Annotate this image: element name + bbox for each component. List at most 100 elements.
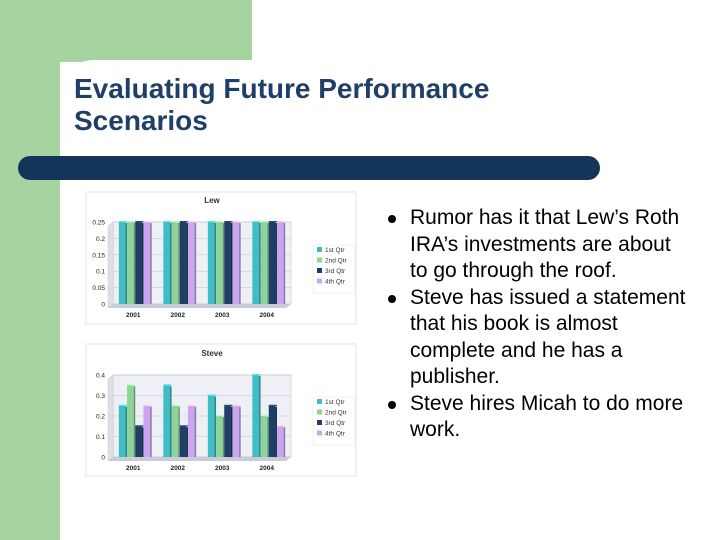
y-tick-label: 0.15 (92, 252, 105, 259)
bar-top (118, 221, 128, 223)
background-green-left (0, 0, 60, 540)
bullet-item: Steve hires Micah to do more work. (386, 391, 686, 444)
bar-top (171, 404, 180, 406)
bar (252, 375, 260, 457)
bar (216, 222, 223, 304)
bar-side (239, 223, 241, 304)
bar-side (222, 417, 225, 457)
bar-top (224, 221, 233, 223)
bar (143, 405, 151, 457)
legend-label: 4th Qtr (325, 431, 346, 438)
bar-side (194, 223, 197, 304)
bar (260, 416, 268, 457)
bar (127, 222, 134, 304)
bar-side (133, 223, 136, 304)
bar (268, 222, 276, 304)
bar-side (214, 223, 217, 304)
bar-top (187, 404, 197, 406)
bar-top (179, 425, 188, 427)
bar-top (118, 404, 128, 406)
y-tick-label: 0.1 (96, 434, 105, 441)
legend-swatch (317, 247, 322, 252)
bar-side (214, 396, 217, 457)
bar-side (259, 223, 261, 304)
bar-top (224, 404, 233, 406)
bar (216, 416, 223, 457)
legend-label: 2nd Qtr (325, 258, 348, 265)
bar-side (230, 406, 233, 457)
bar (135, 426, 142, 457)
bar-side (186, 427, 188, 457)
bullet-dot-icon (388, 400, 396, 409)
x-tick-label: 2002 (171, 312, 186, 319)
bar-side (125, 406, 128, 457)
bullet-text: Rumor has it that Lew’s Roth IRA’s inves… (410, 206, 680, 282)
legend-swatch (317, 268, 322, 273)
bar (163, 222, 171, 304)
bar-side (150, 406, 152, 457)
bar-side (178, 406, 180, 457)
bar (276, 426, 284, 457)
bar (232, 222, 240, 304)
bar-side (259, 376, 261, 457)
bar-top (232, 404, 241, 406)
legend-swatch (317, 399, 322, 404)
x-tick-label: 2001 (126, 312, 141, 319)
bar-side (150, 223, 152, 304)
bar-top (207, 221, 217, 223)
bar (252, 222, 260, 304)
bar (187, 405, 195, 457)
y-tick-label: 0 (101, 302, 105, 309)
bar-top (143, 221, 152, 223)
bar-top (207, 394, 217, 396)
bar-side (170, 386, 172, 457)
title-underline-bar (18, 156, 600, 180)
bar (143, 222, 151, 304)
bar-side (141, 427, 144, 457)
bullet-item: Steve has issued a statement that his bo… (386, 285, 686, 391)
y-tick-label: 0.2 (96, 236, 105, 243)
bar (171, 405, 179, 457)
y-tick-label: 0 (101, 455, 105, 462)
bullet-list: Rumor has it that Lew’s Roth IRA’s inves… (386, 205, 686, 444)
bar-top (276, 425, 286, 427)
bar-top (163, 221, 172, 223)
legend-label: 3rd Qtr (325, 268, 346, 275)
y-tick-label: 0.1 (96, 269, 105, 276)
plot-floor (108, 457, 291, 461)
bar-top (260, 221, 269, 223)
bar (179, 426, 187, 457)
bar (118, 405, 126, 457)
y-tick-label: 0.25 (92, 220, 105, 227)
bar-top (179, 221, 188, 223)
bar (187, 222, 195, 304)
bar-side (267, 223, 269, 304)
bar-side (170, 223, 172, 304)
bullet-item: Rumor has it that Lew’s Roth IRA’s inves… (386, 205, 686, 285)
bar-top (232, 221, 241, 223)
bar (207, 222, 215, 304)
bar-top (260, 415, 269, 417)
bar (224, 222, 231, 304)
bar (207, 395, 215, 457)
bar-side (275, 223, 277, 304)
bar (224, 405, 231, 457)
legend-label: 3rd Qtr (325, 420, 346, 427)
bar-top (252, 221, 261, 223)
bar-side (186, 223, 188, 304)
bar-side (267, 417, 269, 457)
bar (163, 385, 171, 457)
bar-top (268, 404, 277, 406)
bullet-dot-icon (388, 215, 396, 223)
bar-top (187, 221, 197, 223)
x-tick-label: 2003 (215, 312, 230, 319)
bullet-dot-icon (388, 294, 396, 303)
bar-top (171, 221, 180, 223)
bar (127, 385, 134, 457)
bar-side (230, 223, 233, 304)
bar-side (283, 427, 286, 457)
legend-swatch (317, 409, 322, 415)
bullet-text: Steve hires Micah to do more work. (410, 391, 684, 442)
plot-side-wall (107, 374, 114, 462)
